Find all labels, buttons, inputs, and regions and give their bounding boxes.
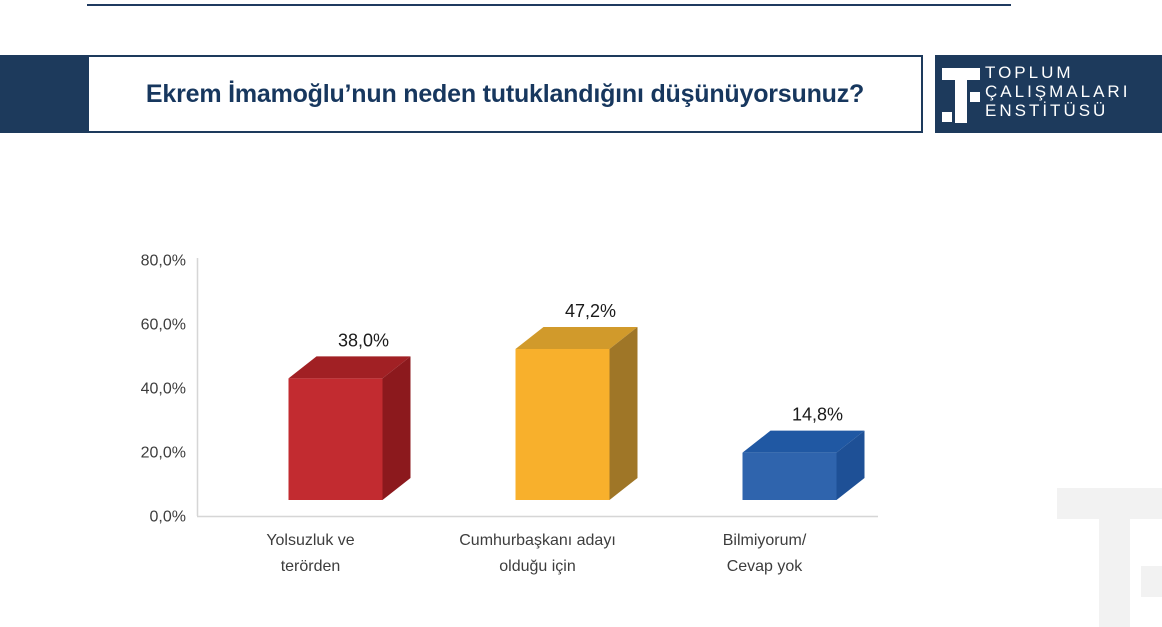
category-label-0-line-0: Yolsuzluk ve bbox=[266, 532, 354, 549]
logo-icon-top-bar bbox=[942, 68, 980, 80]
bar-1-front-face bbox=[515, 348, 610, 500]
category-label-0-line-1: terörden bbox=[281, 558, 341, 575]
category-label-1-line-0: Cumhurbaşkanı adayı bbox=[459, 532, 616, 549]
y-tick-label-1: 20,0% bbox=[141, 445, 186, 462]
question-box: Ekrem İmamoğlu’nun neden tutuklandığını … bbox=[87, 55, 923, 133]
institute-logo-text: TOPLUM ÇALIŞMALARI ENSTİTÜSÜ bbox=[985, 63, 1130, 120]
value-label-1: 47,2% bbox=[565, 301, 616, 321]
logo-text-line-1: TOPLUM bbox=[985, 63, 1074, 82]
logo-icon-mid-square bbox=[970, 92, 980, 102]
category-label-2-line-0: Bilmiyorum/ bbox=[723, 532, 807, 549]
y-tick-label-4: 80,0% bbox=[141, 253, 186, 270]
value-label-0: 38,0% bbox=[338, 330, 389, 350]
y-tick-label-3: 60,0% bbox=[141, 317, 186, 334]
y-tick-label-2: 40,0% bbox=[141, 381, 186, 398]
bar-0-front-face bbox=[288, 378, 383, 500]
value-label-2: 14,8% bbox=[792, 405, 843, 425]
logo-text-line-3: ENSTİTÜSÜ bbox=[985, 101, 1109, 120]
watermark-top-bar bbox=[1057, 488, 1162, 519]
y-tick-label-0: 0,0% bbox=[150, 509, 186, 526]
watermark-stem bbox=[1099, 519, 1130, 627]
institute-logo-icon bbox=[935, 55, 985, 133]
institute-logo: TOPLUM ÇALIŞMALARI ENSTİTÜSÜ bbox=[935, 55, 1162, 133]
watermark-square bbox=[1141, 566, 1162, 597]
bar-0-side-face bbox=[382, 356, 411, 500]
logo-icon-dot-square bbox=[942, 112, 952, 122]
top-divider-line bbox=[87, 4, 1011, 6]
bar-0-top-face bbox=[288, 356, 411, 379]
logo-text-line-2: ÇALIŞMALARI bbox=[985, 82, 1131, 101]
bar-2-side-face bbox=[836, 430, 865, 500]
bar-2-top-face bbox=[742, 430, 865, 453]
logo-icon-stem bbox=[955, 80, 967, 123]
category-label-1-line-1: olduğu için bbox=[499, 558, 576, 575]
bar-1-top-face bbox=[515, 326, 638, 349]
category-label-2-line-1: Cevap yok bbox=[727, 558, 804, 575]
question-title: Ekrem İmamoğlu’nun neden tutuklandığını … bbox=[145, 79, 865, 108]
bar-1-side-face bbox=[609, 326, 638, 500]
bar-2-front-face bbox=[742, 452, 837, 500]
